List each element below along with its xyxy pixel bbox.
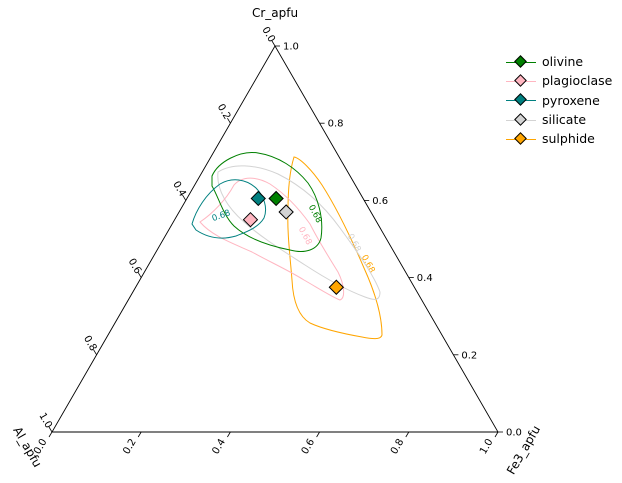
bottom-edge-tick-label: 0.6 <box>300 437 317 456</box>
left-edge-tick-label: 0.4 <box>170 180 187 199</box>
bottom-edge-tick <box>405 431 410 438</box>
right-edge-tick-label: 0.6 <box>372 196 388 207</box>
bottom-edge-tick-label: 1.0 <box>478 437 495 456</box>
right-edge-tick-label: 0.8 <box>328 119 344 130</box>
right-edge-tick-label: 1.0 <box>283 42 299 53</box>
ternary-frame <box>51 45 499 433</box>
legend-label-pyroxene: pyroxene <box>542 92 600 108</box>
left-edge-tick <box>182 195 187 201</box>
bottom-edge-tick-label: 0.4 <box>210 437 227 456</box>
left-edge-tick <box>48 426 53 433</box>
contour-layer: 0.680.680.680.680.68 <box>191 152 383 340</box>
legend-label-plagioclase: plagioclase <box>542 73 613 89</box>
bottom-edge-tick-label: 0.8 <box>389 437 406 456</box>
plagioclase-contour-label: 0.68 <box>296 225 314 246</box>
right-edge-tick-label: 0.4 <box>417 273 433 284</box>
olivine-point <box>268 190 284 207</box>
legend-item-pyroxene: pyroxene <box>506 91 612 110</box>
legend: olivine plagioclase pyroxene silicate su… <box>506 52 612 148</box>
legend-item-sulphide: sulphide <box>506 129 612 148</box>
bottom-edge-tick <box>227 431 231 438</box>
legend-symbol-sulphide <box>506 131 536 146</box>
legend-label-olivine: olivine <box>542 54 584 70</box>
pyroxene-contour <box>191 179 267 239</box>
legend-symbol-pyroxene <box>506 93 536 107</box>
pyroxene-point <box>250 190 266 207</box>
plagioclase-point <box>242 211 259 228</box>
legend-item-silicate: silicate <box>506 110 612 129</box>
left-edge-tick-label: 0.8 <box>81 334 98 353</box>
bottom-edge-tick-label: 0.2 <box>121 437 138 456</box>
legend-item-olivine: olivine <box>506 52 612 71</box>
triangle-outline <box>51 45 499 433</box>
legend-symbol-olivine <box>506 54 536 69</box>
silicate-contour <box>217 165 381 300</box>
left-edge-tick <box>137 272 142 278</box>
olivine-contour <box>211 152 323 252</box>
left-edge-tick <box>93 349 97 356</box>
left-edge-tick <box>227 117 231 124</box>
left-edge-tick-label: 0.6 <box>126 257 143 276</box>
left-edge-tick <box>271 40 276 47</box>
bottom-edge-tick <box>48 431 53 438</box>
bottom-edge-tick <box>494 431 499 438</box>
sulphide-contour-label: 0.68 <box>359 253 377 274</box>
legend-label-silicate: silicate <box>542 112 587 128</box>
top-axis-label: Cr_apfu <box>252 6 298 20</box>
sulphide-point <box>328 279 345 295</box>
left-edge-tick-label: 0.2 <box>215 102 232 121</box>
left-edge-tick-label: 1.0 <box>36 411 53 430</box>
legend-item-plagioclase: plagioclase <box>506 71 612 90</box>
left-edge-tick-label: 0.0 <box>259 25 276 44</box>
silicate-contour-label: 0.68 <box>345 232 363 253</box>
legend-symbol-silicate <box>506 112 536 127</box>
silicate-point <box>278 204 294 220</box>
tick-layer: 0.00.00.00.20.20.20.40.40.40.60.60.60.80… <box>32 25 522 456</box>
bottom-edge-tick <box>316 431 320 438</box>
right-edge-tick-label: 0.2 <box>461 350 477 361</box>
legend-symbol-plagioclase <box>506 74 536 88</box>
sulphide-contour <box>287 156 383 340</box>
right-edge-tick-label: 0.0 <box>506 428 522 439</box>
point-layer <box>242 190 345 295</box>
plagioclase-contour <box>199 177 345 301</box>
bottom-edge-tick <box>137 431 142 438</box>
legend-label-sulphide: sulphide <box>542 131 595 147</box>
